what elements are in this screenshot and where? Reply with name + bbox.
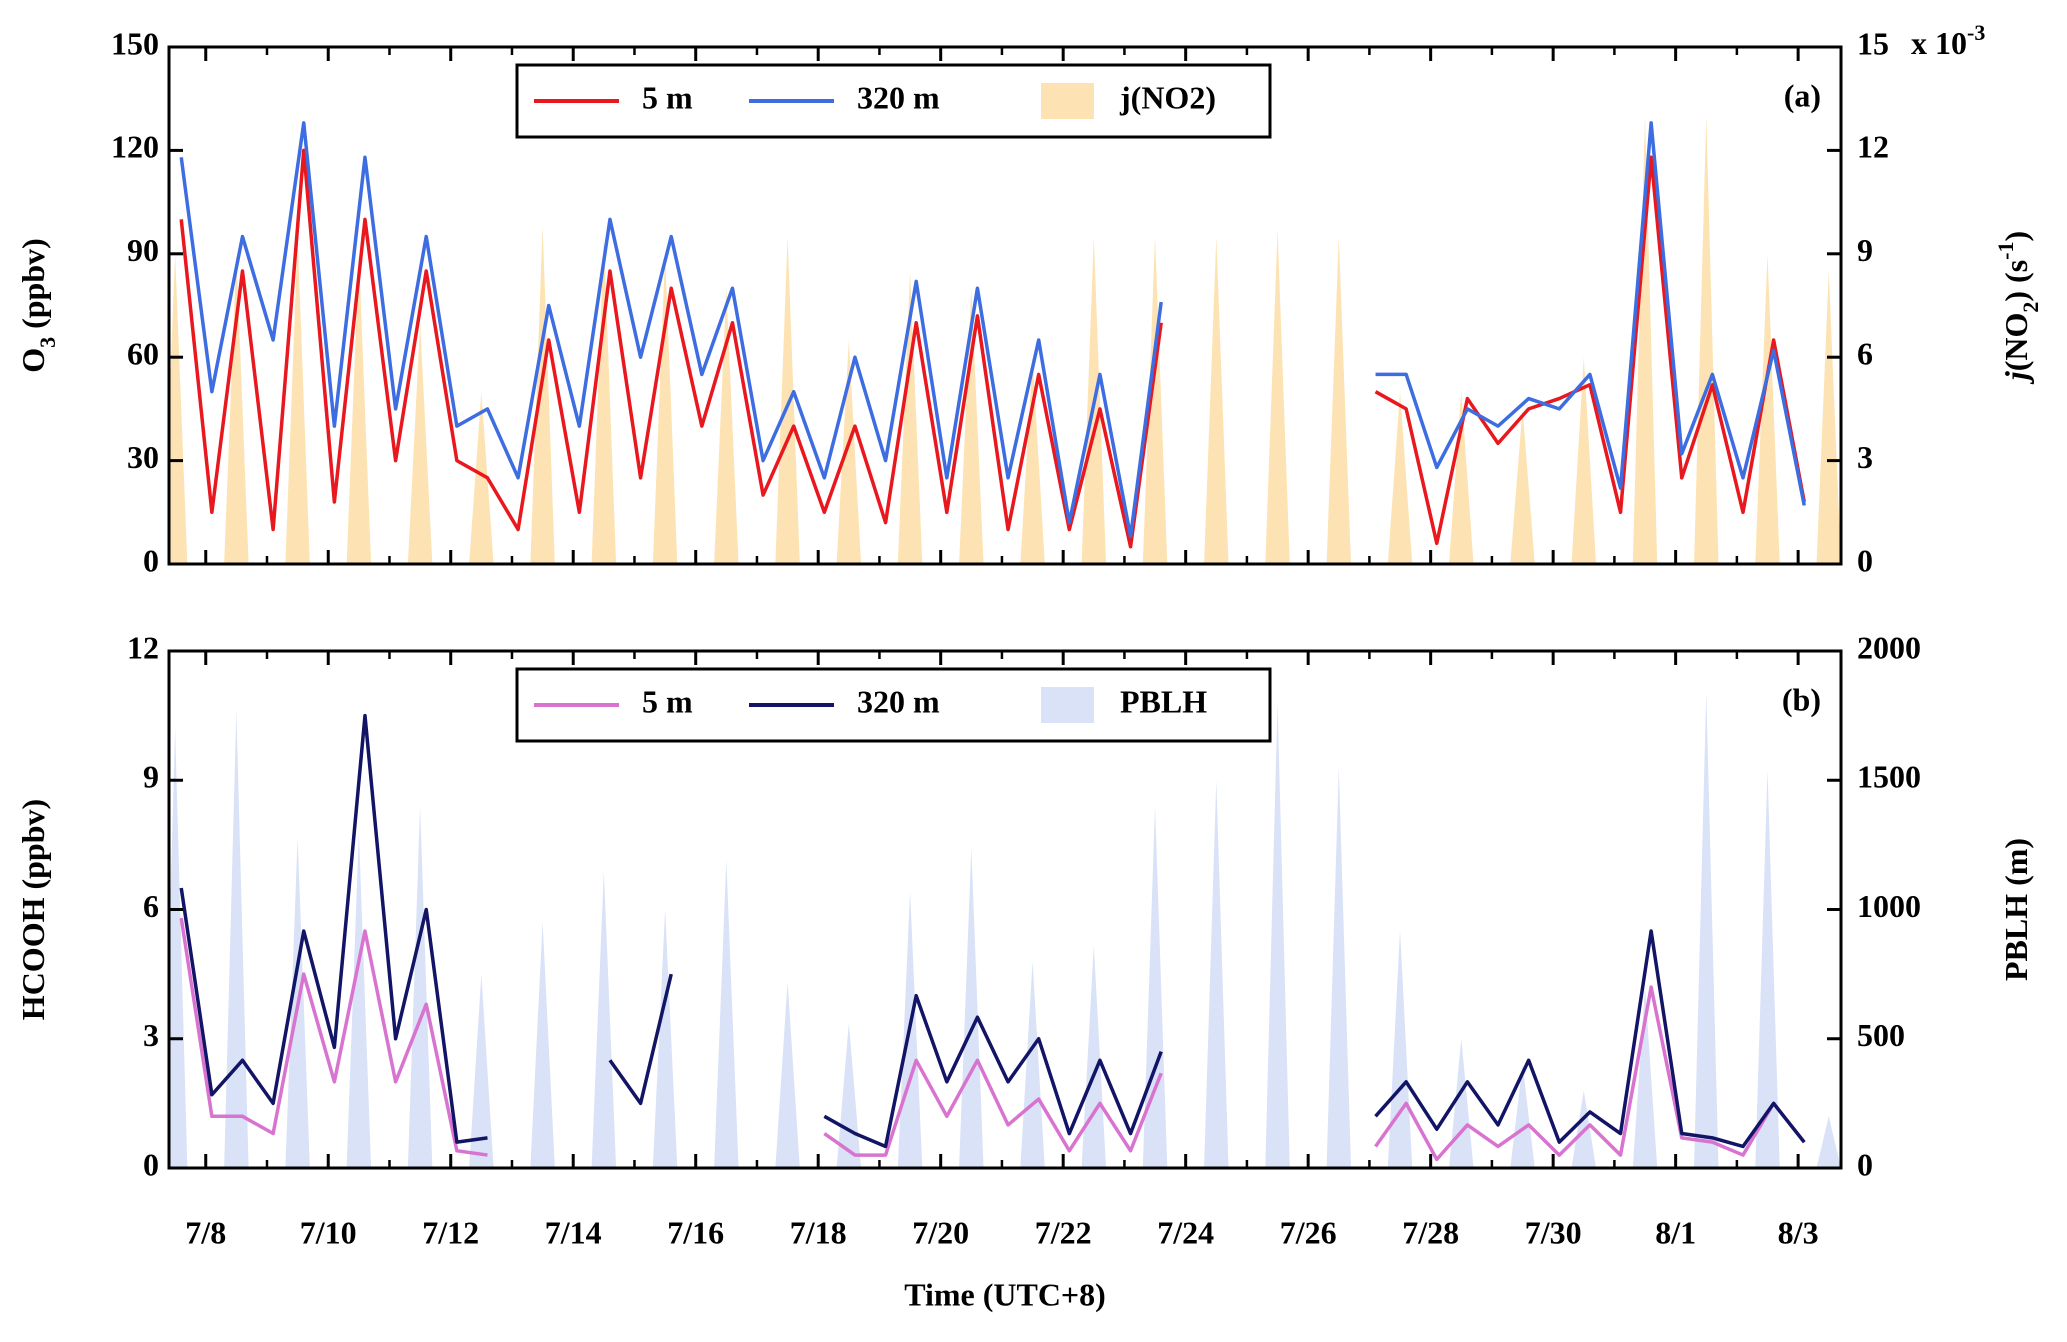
x-tick-label: 7/16	[667, 1214, 724, 1250]
y2-multiplier: x 10-3	[1911, 20, 1985, 62]
x-tick-label: 7/28	[1402, 1214, 1459, 1250]
y2-axis-label-part: (NO	[1998, 313, 2034, 372]
line	[179, 917, 1806, 1162]
y2-multiplier-part: -3	[1967, 20, 1985, 45]
frame	[167, 45, 1843, 566]
legend-label: PBLH	[1120, 683, 1207, 719]
x-tick-label: 7/22	[1035, 1214, 1092, 1250]
y-tick-label: 0	[143, 542, 159, 578]
x-tick-label: 7/26	[1280, 1214, 1337, 1250]
y-axis-label-part: O	[15, 348, 51, 373]
x-tick-label: 7/14	[545, 1214, 602, 1250]
y2-tick-label: 1500	[1857, 759, 1921, 795]
legend-label: 320 m	[857, 683, 940, 719]
area	[169, 692, 1841, 1168]
y2-axis-label-part: PBLH (m)	[1998, 838, 2034, 981]
plot-area	[169, 115, 1841, 564]
y2-tick-label: 500	[1857, 1017, 1905, 1053]
y2-tick-label: 15	[1857, 25, 1889, 61]
line	[179, 148, 1806, 549]
x-tick-label: 7/24	[1157, 1214, 1214, 1250]
y2-tick-label: 3	[1857, 439, 1873, 475]
line	[179, 713, 1806, 1149]
y-tick-label: 3	[143, 1017, 159, 1053]
y2-tick-label: 2000	[1857, 629, 1921, 665]
y-tick-label: 30	[127, 439, 159, 475]
y2-tick-label: 1000	[1857, 888, 1921, 924]
panel-label: (a)	[1784, 77, 1821, 113]
y2-axis-label-part: 2	[2018, 302, 2043, 313]
y-tick-label: 90	[127, 232, 159, 268]
y2-axis-label-part: -1	[1993, 242, 2018, 260]
y-tick-label: 12	[127, 629, 159, 665]
y-axis-label-part: 3	[35, 337, 60, 348]
y2-tick-label: 12	[1857, 129, 1889, 165]
y-axis-label-part: (ppbv)	[15, 238, 51, 337]
y2-multiplier-part: x 10	[1911, 25, 1967, 61]
x-tick-label: 7/30	[1525, 1214, 1582, 1250]
y2-tick-label: 9	[1857, 232, 1873, 268]
y2-tick-label: 0	[1857, 542, 1873, 578]
line	[179, 121, 1806, 539]
x-tick-label: 8/3	[1778, 1214, 1819, 1250]
y-tick-label: 150	[111, 25, 159, 61]
y2-axis-label-part: ) (s	[1998, 260, 2034, 302]
y-tick-label: 120	[111, 129, 159, 165]
y2-tick-label: 0	[1857, 1146, 1873, 1182]
y-tick-label: 60	[127, 336, 159, 372]
y2-axis-label: PBLH (m)	[1998, 838, 2034, 981]
y-axis-label: HCOOH (ppbv)	[15, 799, 51, 1020]
legend-box	[515, 63, 1272, 139]
legend-swatch	[1041, 83, 1094, 119]
x-tick-label: 8/1	[1655, 1214, 1696, 1250]
x-tick-label: 7/8	[185, 1214, 226, 1250]
y-tick-label: 0	[143, 1146, 159, 1182]
x-tick-label: 7/12	[422, 1214, 479, 1250]
legend-label: 5 m	[642, 683, 693, 719]
legend-swatch	[1041, 687, 1094, 723]
x-axis-label: Time (UTC+8)	[904, 1276, 1106, 1312]
legend-box	[515, 667, 1272, 743]
legend-label: 320 m	[857, 79, 940, 115]
y2-tick-label: 6	[1857, 336, 1873, 372]
y2-axis-label-part: )	[1998, 231, 2034, 242]
y-axis-label: O3 (ppbv)	[15, 238, 59, 373]
y2-axis-label: j(NO2) (s-1)	[1993, 231, 2043, 385]
x-tick-label: 7/10	[300, 1214, 357, 1250]
legend-label: 5 m	[642, 79, 693, 115]
y-tick-label: 6	[143, 888, 159, 924]
x-tick-label: 7/18	[790, 1214, 847, 1250]
panel-label: (b)	[1782, 681, 1821, 717]
y2-axis-label-part: j	[1998, 371, 2034, 385]
x-tick-label: 7/20	[912, 1214, 969, 1250]
legend-label: j(NO2)	[1119, 79, 1216, 115]
y-tick-label: 9	[143, 759, 159, 795]
plot-area	[169, 692, 1841, 1168]
y-axis-label-part: HCOOH (ppbv)	[15, 799, 51, 1020]
